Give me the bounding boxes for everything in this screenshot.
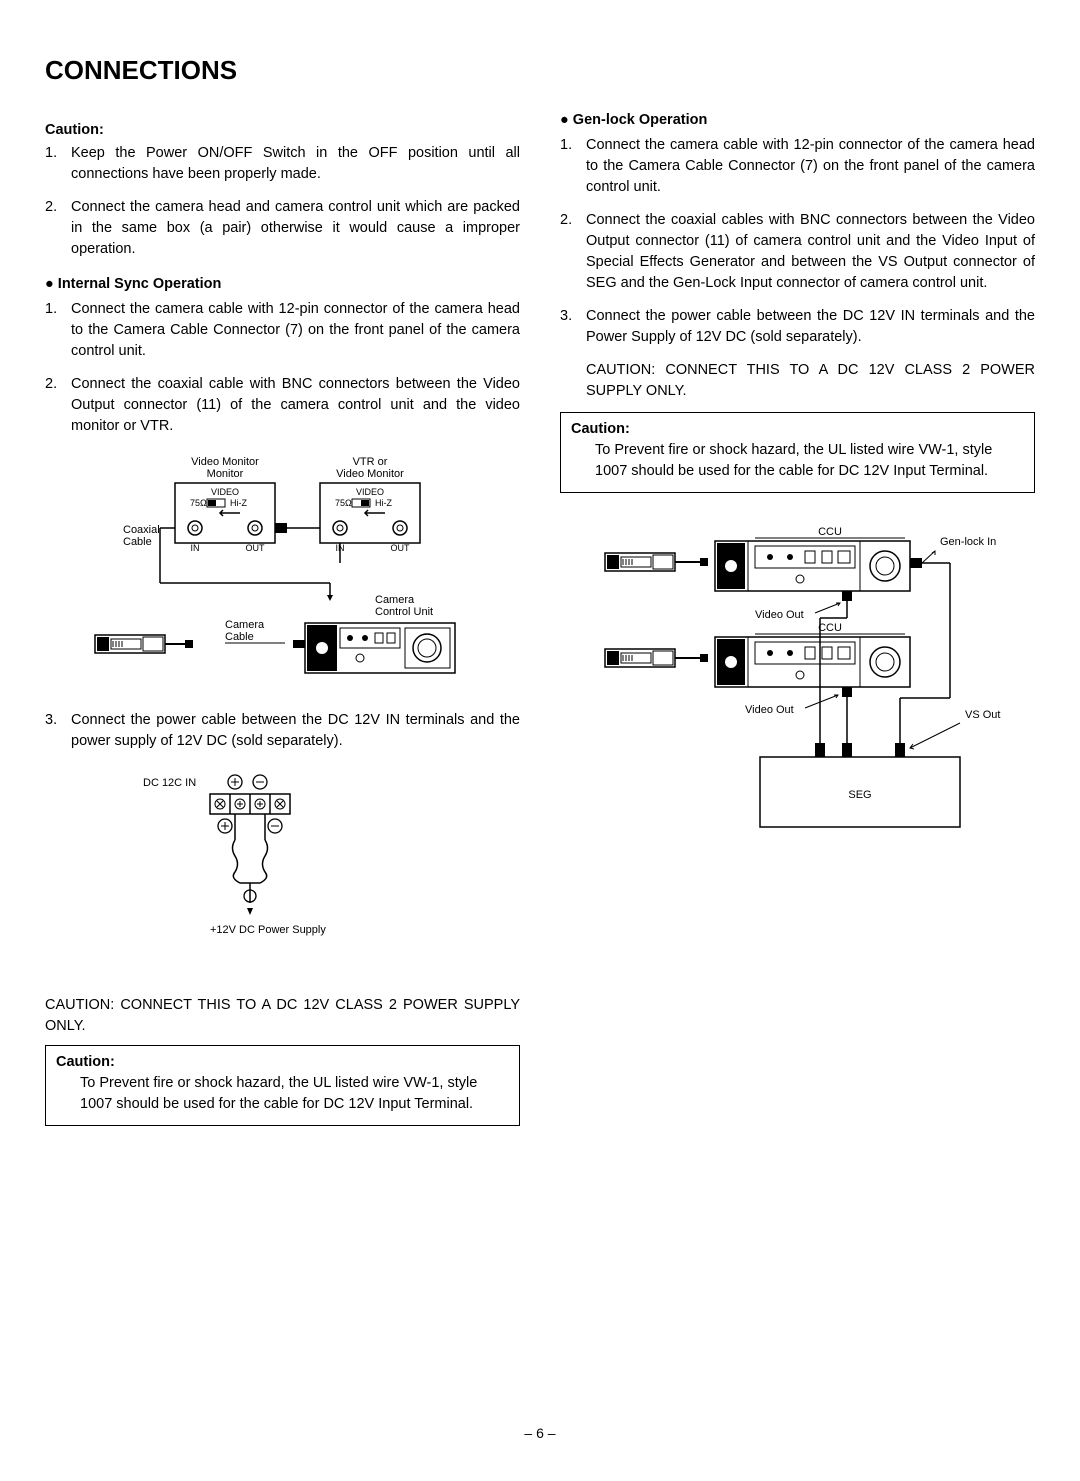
svg-text:Cable: Cable (123, 536, 152, 548)
seg-label: SEG (848, 789, 871, 801)
genlock-in-label: Gen-lock In (940, 536, 996, 548)
svg-text:Video Monitor: Video Monitor (336, 468, 404, 480)
caution-line: CAUTION: CONNECT THIS TO A DC 12V CLASS … (45, 995, 520, 1037)
list-text: Connect the power cable between the DC 1… (71, 710, 520, 752)
svg-text:IN: IN (191, 543, 200, 553)
camera-cable-label: Camera (225, 619, 265, 631)
genlock-heading: ● Gen-lock Operation (560, 110, 1035, 131)
power-supply-label: +12V DC Power Supply (210, 924, 326, 936)
coaxial-label: Coaxial (123, 524, 160, 536)
list-num: 2. (45, 197, 71, 260)
genlock-list: 1.Connect the camera cable with 12-pin c… (560, 135, 1035, 348)
item3-list: 3.Connect the power cable between the DC… (45, 710, 520, 752)
caution-box-head: Caution: (571, 421, 630, 437)
svg-text:Hi-Z: Hi-Z (375, 498, 392, 508)
caution-box-head: Caution: (56, 1054, 115, 1070)
vs-out-label: VS Out (965, 709, 1000, 721)
caution-box-left: Caution: To Prevent fire or shock hazard… (45, 1045, 520, 1126)
vtr-monitor-label: VTR or (353, 456, 388, 468)
list-text: Keep the Power ON/OFF Switch in the OFF … (71, 143, 520, 185)
camera-icon (605, 553, 675, 571)
svg-text:75Ω: 75Ω (190, 498, 207, 508)
list-num: 1. (45, 143, 71, 185)
svg-text:Monitor: Monitor (207, 468, 244, 480)
diagram-power: DC 12C IN (115, 768, 520, 955)
left-column: Caution: 1.Keep the Power ON/OFF Switch … (45, 110, 520, 1126)
video-out-label-1: Video Out (755, 609, 804, 621)
svg-text:OUT: OUT (391, 543, 411, 553)
list-num: 2. (560, 210, 586, 294)
internal-sync-list: 1.Connect the camera cable with 12-pin c… (45, 299, 520, 437)
caution-box-right: Caution: To Prevent fire or shock hazard… (560, 412, 1035, 493)
caution-box-body: To Prevent fire or shock hazard, the UL … (571, 440, 1024, 482)
video-monitor-label: Video Monitor (191, 456, 259, 468)
camera-icon (605, 649, 675, 667)
ccu-label-1: CCU (818, 526, 842, 538)
svg-text:Cable: Cable (225, 631, 254, 643)
list-num: 3. (45, 710, 71, 752)
svg-text:VIDEO: VIDEO (356, 487, 384, 497)
list-num: 1. (45, 299, 71, 362)
list-text: Connect the power cable between the DC 1… (586, 306, 1035, 348)
svg-text:75Ω: 75Ω (335, 498, 352, 508)
list-text: Connect the camera cable with 12-pin con… (586, 135, 1035, 198)
page-title: CONNECTIONS (45, 55, 1035, 86)
caution-box-body: To Prevent fire or shock hazard, the UL … (56, 1073, 509, 1115)
dc12c-label: DC 12C IN (143, 777, 196, 789)
internal-sync-heading: ● Internal Sync Operation (45, 274, 520, 295)
caution-heading: Caution: (45, 120, 520, 141)
ccu-label: Camera (375, 594, 415, 606)
caution-list: 1.Keep the Power ON/OFF Switch in the OF… (45, 143, 520, 260)
list-text: Connect the coaxial cable with BNC conne… (71, 374, 520, 437)
caution-line-right: CAUTION: CONNECT THIS TO A DC 12V CLASS … (586, 360, 1035, 402)
camera-icon (95, 635, 193, 653)
diagram-genlock: CCU (600, 523, 1035, 860)
two-column-layout: Caution: 1.Keep the Power ON/OFF Switch … (45, 110, 1035, 1126)
svg-text:Control Unit: Control Unit (375, 606, 433, 618)
list-num: 2. (45, 374, 71, 437)
list-text: Connect the coaxial cables with BNC conn… (586, 210, 1035, 294)
list-num: 3. (560, 306, 586, 348)
diagram-internal-sync: Video Monitor Monitor VTR or Video Monit… (75, 453, 520, 690)
svg-text:OUT: OUT (246, 543, 266, 553)
svg-text:VIDEO: VIDEO (211, 487, 239, 497)
page-number: – 6 – (0, 1425, 1080, 1441)
list-text: Connect the camera head and camera contr… (71, 197, 520, 260)
svg-text:Hi-Z: Hi-Z (230, 498, 247, 508)
list-text: Connect the camera cable with 12-pin con… (71, 299, 520, 362)
ccu-label-2: CCU (818, 622, 842, 634)
right-column: ● Gen-lock Operation 1.Connect the camer… (560, 110, 1035, 1126)
video-out-label-2: Video Out (745, 704, 794, 716)
list-num: 1. (560, 135, 586, 198)
